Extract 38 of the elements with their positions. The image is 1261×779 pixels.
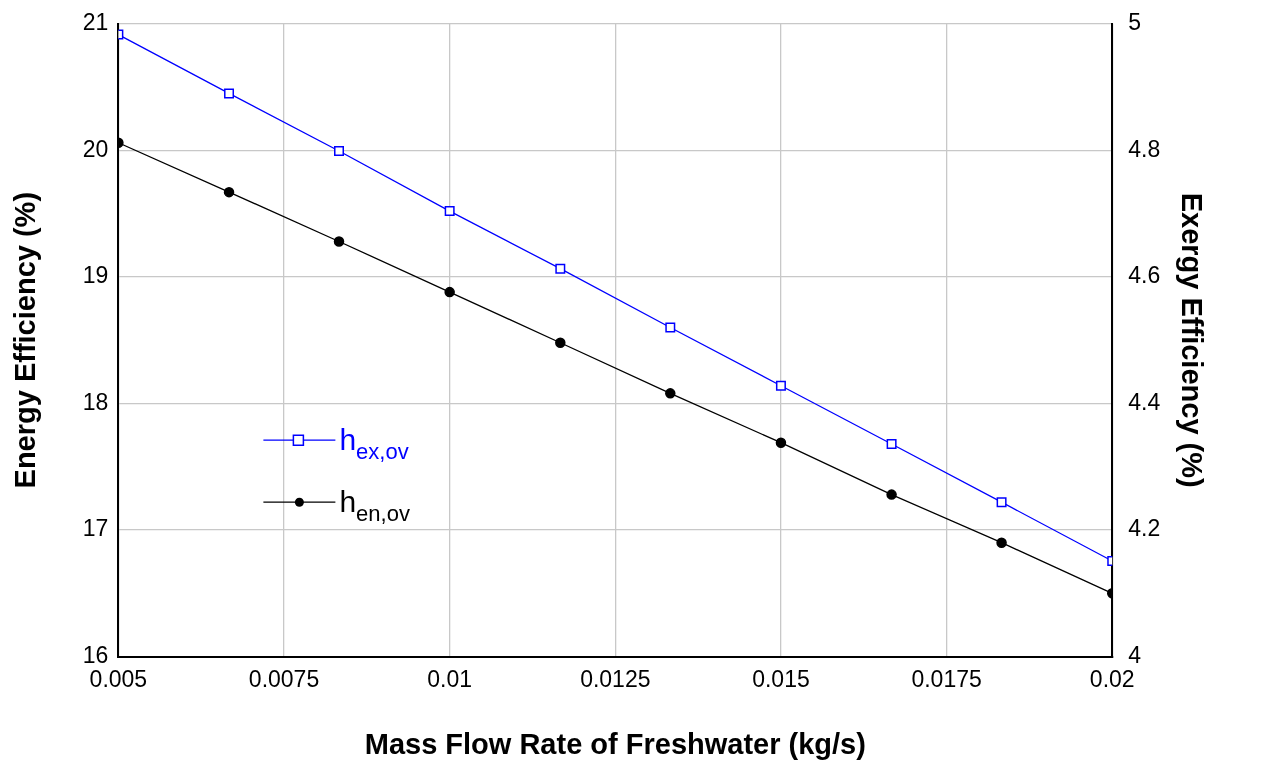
x-tick-label: 0.0075: [248, 665, 320, 692]
point: [775, 380, 786, 391]
y-axis-title: Energy Efficiency (%): [9, 191, 42, 489]
point: [444, 206, 455, 217]
point: [334, 146, 345, 156]
point: [775, 437, 787, 448]
point: [223, 186, 235, 198]
point: [886, 489, 897, 500]
x-tick-label: 0.02: [1089, 665, 1135, 692]
y2-tick-label: 4: [1128, 641, 1142, 668]
point: [996, 497, 1007, 508]
y2-tick-label: 4.4: [1128, 388, 1161, 415]
y2-axis-title: Exergy Efficiency (%): [1175, 192, 1208, 488]
point: [555, 263, 566, 274]
y-tick-label: 18: [82, 388, 109, 415]
y2-tick-label: 4.2: [1128, 515, 1161, 542]
point: [444, 286, 455, 298]
y-tick-label: 16: [82, 641, 109, 668]
y-tick-label: 21: [82, 9, 109, 36]
y2-tick-label: 5: [1128, 9, 1142, 36]
x-axis-title: Mass Flow Rate of Freshwater (kg/s): [364, 727, 866, 760]
point: [224, 88, 235, 99]
point: [665, 388, 676, 399]
y-tick-label: 17: [82, 515, 109, 542]
x-tick-label: 0.0125: [580, 665, 651, 692]
point: [886, 438, 897, 449]
x-tick-label: 0.005: [89, 665, 148, 692]
point: [555, 337, 566, 348]
y2-tick-label: 4.6: [1128, 262, 1161, 289]
y-tick-label: 20: [82, 135, 109, 162]
y-tick-label: 19: [82, 262, 109, 289]
point: [996, 537, 1007, 548]
x-tick-label: 0.0175: [911, 665, 982, 692]
x-tick-label: 0.01: [427, 665, 473, 692]
point: [333, 236, 345, 247]
y2-tick-label: 4.8: [1128, 135, 1161, 162]
x-tick-label: 0.015: [752, 665, 810, 692]
point: [665, 322, 676, 333]
